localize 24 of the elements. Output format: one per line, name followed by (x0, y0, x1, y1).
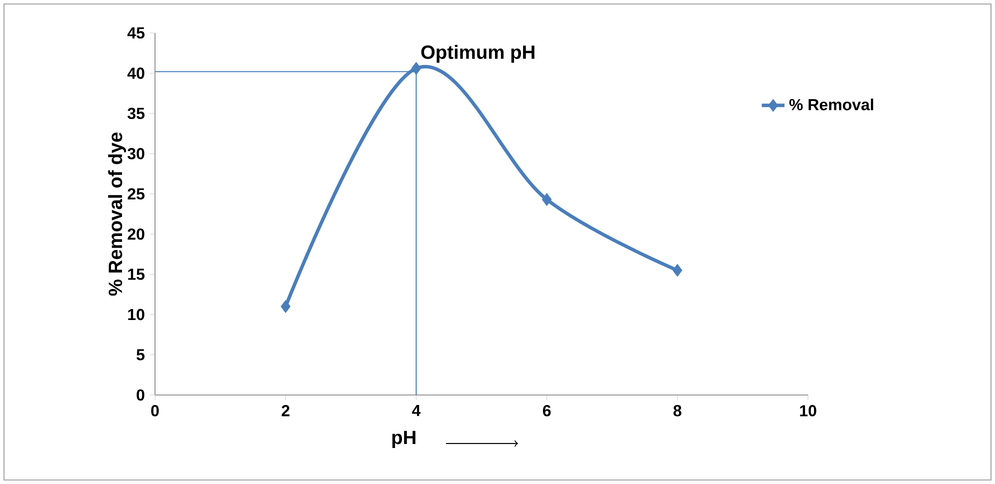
y-tick-label: 40 (127, 68, 144, 79)
x-tick-label: 2 (282, 405, 290, 416)
point (672, 264, 682, 277)
x-tick-label: 10 (800, 405, 816, 416)
legend-label: % Removal (789, 98, 874, 110)
y-axis-title: % Removal of dye (108, 132, 126, 296)
x-tick-label: 8 (673, 405, 682, 416)
y-tick-label: 25 (128, 188, 145, 200)
y-tick-label: 35 (128, 108, 145, 120)
y-tick-label: 10 (128, 308, 144, 320)
y-tick-label: 0 (136, 389, 144, 401)
point (411, 62, 422, 75)
point (280, 300, 290, 313)
x-tick-label: 6 (542, 405, 551, 416)
annotation: Optimum pH (421, 44, 534, 63)
x-tick-label: 4 (412, 405, 421, 416)
y-tick-label: 30 (128, 148, 144, 160)
x-tick-label: 0 (151, 405, 159, 416)
point (542, 193, 552, 206)
y-tick-label: 5 (136, 349, 145, 360)
y-tick-label: 20 (128, 228, 144, 240)
y-tick-label: 45 (127, 27, 145, 39)
y-tick-label: 15 (128, 268, 145, 280)
x-axis-title: pH (392, 430, 416, 448)
